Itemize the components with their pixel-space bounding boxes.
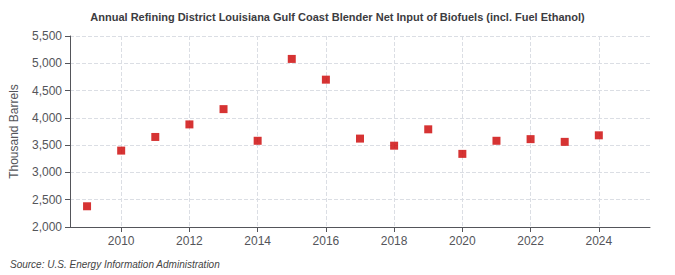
svg-text:2018: 2018	[381, 234, 408, 248]
svg-text:2022: 2022	[517, 234, 544, 248]
svg-text:2014: 2014	[244, 234, 271, 248]
svg-text:3,500: 3,500	[32, 138, 62, 152]
svg-text:2016: 2016	[313, 234, 340, 248]
svg-text:3,000: 3,000	[32, 165, 62, 179]
svg-text:2012: 2012	[176, 234, 203, 248]
svg-text:2010: 2010	[108, 234, 135, 248]
svg-text:5,000: 5,000	[32, 56, 62, 70]
svg-text:2024: 2024	[585, 234, 612, 248]
svg-text:Source: U.S. Energy Informatio: Source: U.S. Energy Information Administ…	[10, 259, 220, 270]
svg-text:Annual Refining District Louis: Annual Refining District Louisiana Gulf …	[90, 11, 585, 23]
svg-text:2,000: 2,000	[32, 220, 62, 234]
svg-text:5,500: 5,500	[32, 29, 62, 43]
svg-text:2,500: 2,500	[32, 193, 62, 207]
svg-text:Thousand Barrels: Thousand Barrels	[7, 84, 21, 179]
svg-text:4,500: 4,500	[32, 84, 62, 98]
svg-text:2020: 2020	[449, 234, 476, 248]
svg-text:4,000: 4,000	[32, 111, 62, 125]
